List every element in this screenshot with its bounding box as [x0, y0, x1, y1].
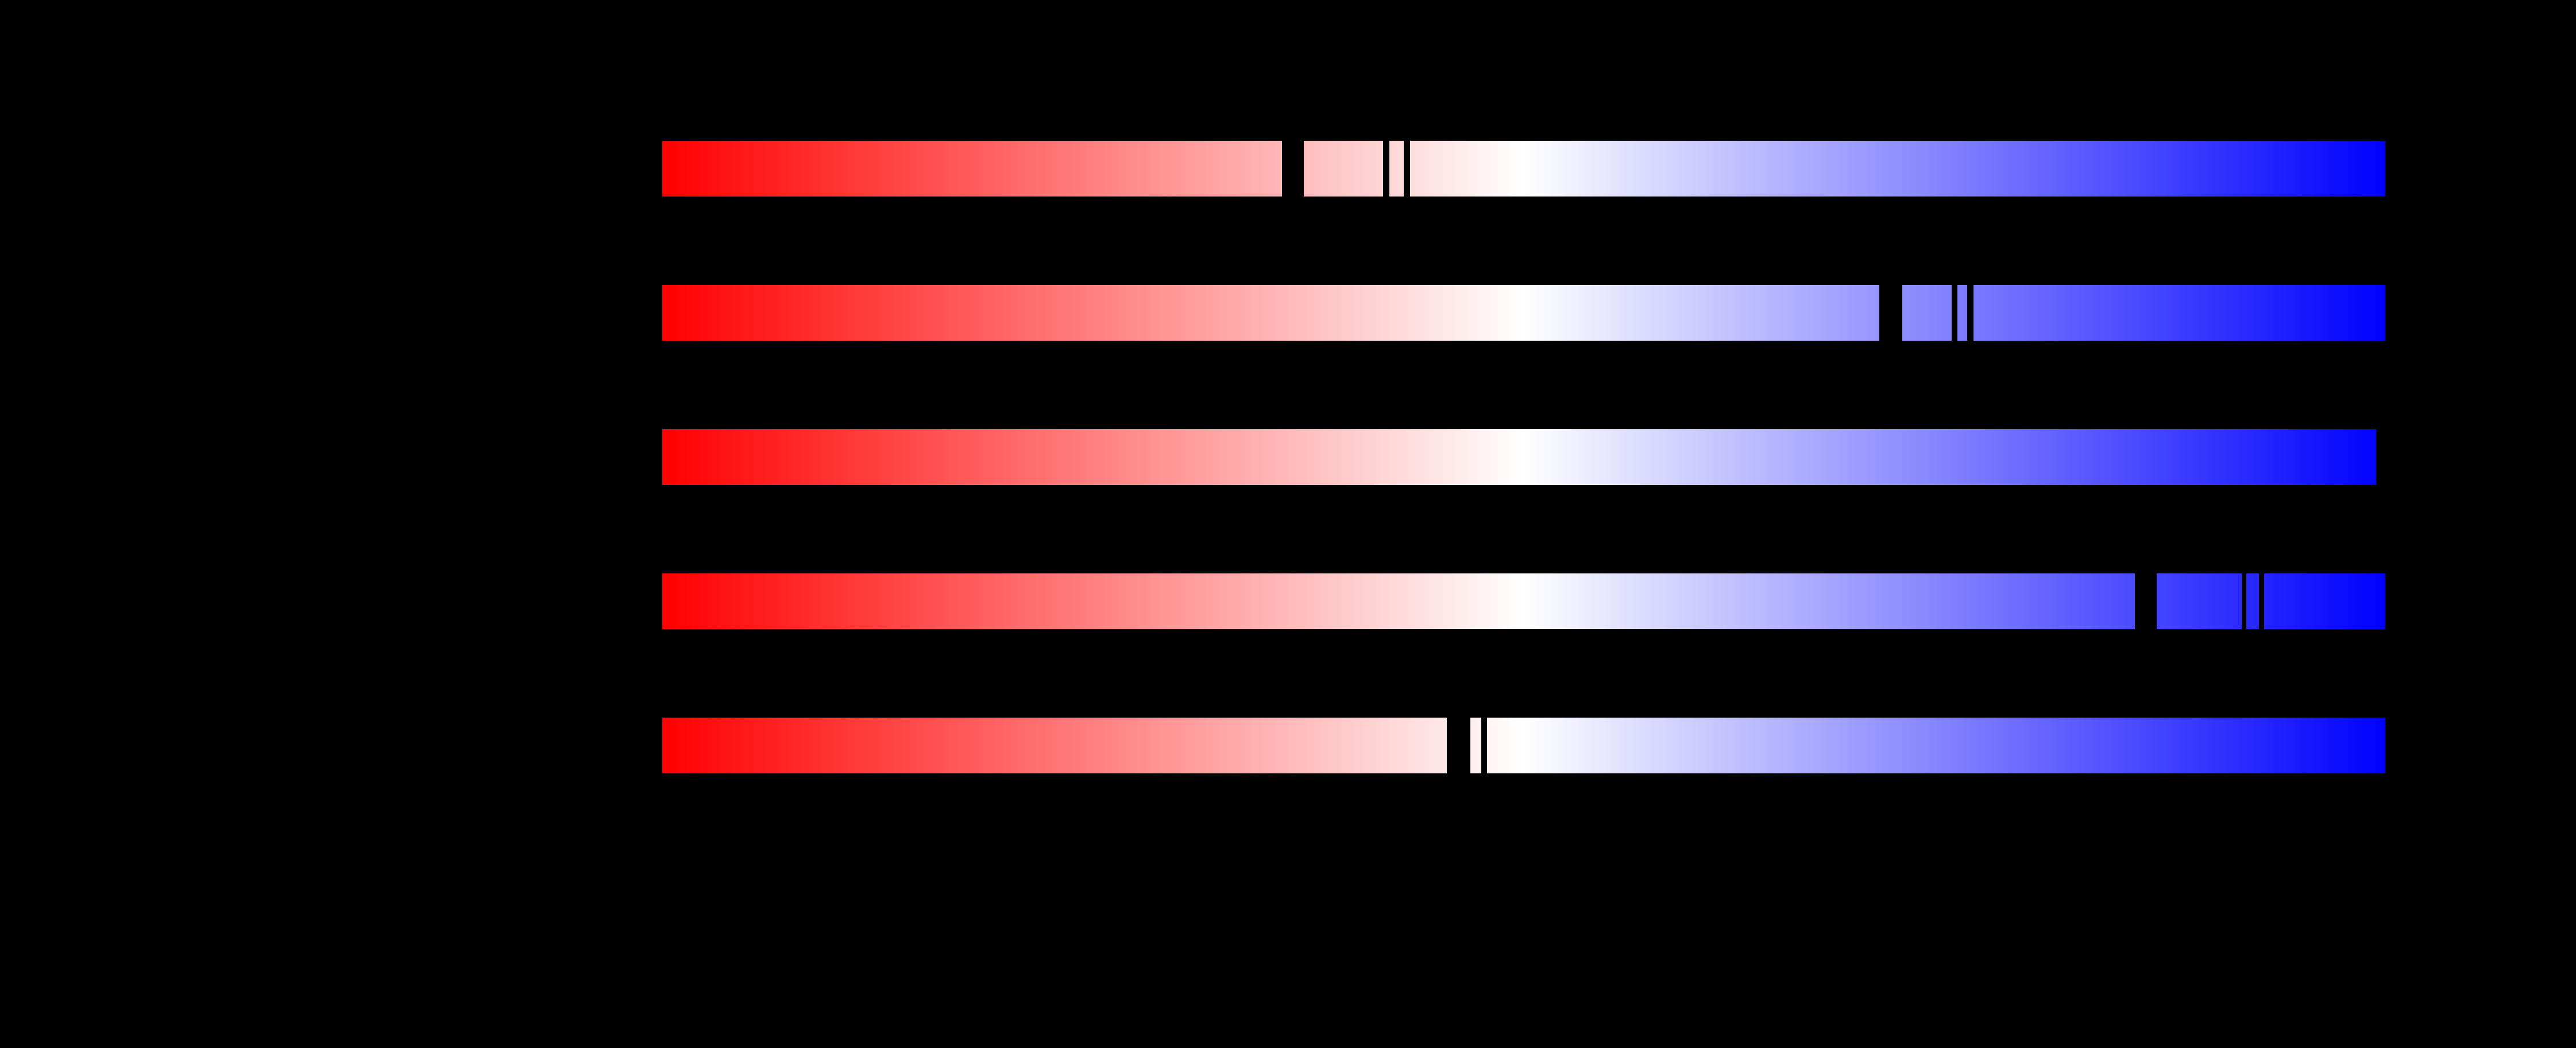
bar-marker-thick	[1879, 285, 1902, 341]
bar-marker-thin	[2259, 573, 2264, 629]
gradient-bar-4	[662, 573, 2385, 629]
gradient-bar-3	[662, 429, 2376, 485]
bar-marker-thin	[1383, 141, 1389, 196]
bar-marker-thin	[2242, 573, 2246, 629]
gradient-bar-1	[662, 141, 2385, 196]
bar-marker-thick	[1282, 141, 1304, 196]
bar-marker-thin	[1967, 285, 1973, 341]
gradient-bar-2	[662, 285, 2385, 341]
bar-marker-thin	[1481, 718, 1487, 773]
bar-marker-thin	[1952, 285, 1957, 341]
bar-marker-thin	[1404, 141, 1410, 196]
bar-marker-thick	[2135, 573, 2157, 629]
gradient-bar-5	[662, 718, 2385, 773]
bar-marker-thick	[1447, 718, 1470, 773]
